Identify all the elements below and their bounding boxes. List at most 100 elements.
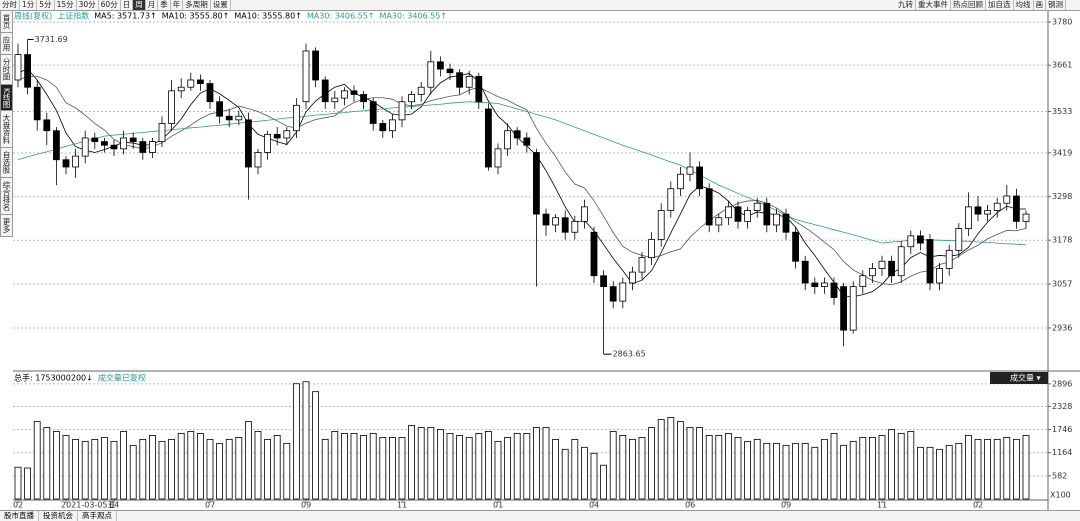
sidebar-item[interactable]: 应用 [0, 33, 13, 55]
tool-button[interactable]: 重大事件 [916, 0, 951, 10]
sidebar-item[interactable]: 大盘资料 [0, 111, 13, 149]
tool-button[interactable]: 钢测 [1046, 0, 1066, 10]
candle-body [504, 130, 512, 150]
period-tab[interactable]: 月 [146, 0, 159, 10]
candle-body [350, 90, 358, 95]
sidebar-item[interactable]: 更多 [0, 214, 13, 237]
x-tick-label: 2021-03-05五 [61, 501, 116, 510]
volume-bar [235, 436, 243, 500]
candle-body [993, 202, 1001, 211]
period-tab[interactable]: 1分 [20, 0, 38, 10]
volume-button-bg [990, 372, 1048, 384]
volume-bar [129, 444, 137, 500]
period-tab[interactable]: 5分 [37, 0, 55, 10]
volume-bar [14, 466, 22, 500]
candle-body [340, 90, 348, 99]
tool-button[interactable]: 画 [1034, 0, 1046, 10]
volume-bar [590, 452, 598, 500]
volume-bar [158, 440, 166, 500]
ma-line [17, 68, 1026, 298]
candle-body [821, 282, 828, 288]
volume-bar [484, 431, 492, 500]
volume-bar [984, 438, 991, 500]
volume-bar [811, 446, 819, 500]
volume-bar [513, 433, 521, 500]
candle-body [533, 152, 540, 215]
volume-bar [715, 435, 723, 500]
volume-bar [782, 444, 790, 500]
sidebar-item[interactable]: 首页 [0, 11, 13, 33]
candle-body [936, 268, 943, 284]
volume-button[interactable]: 成交量 ▾ [1010, 373, 1041, 383]
footer-tab[interactable]: 投资机会 [39, 511, 78, 521]
candle-body [254, 152, 262, 168]
volume-bar [312, 391, 320, 500]
candle-body [187, 79, 195, 88]
volume-bar [72, 438, 79, 500]
candle-body [196, 79, 204, 84]
x-tick-label: 02 [13, 501, 23, 510]
volume-bar [436, 429, 444, 500]
volume-bar [292, 383, 300, 500]
volume-unit: X100 [1050, 491, 1071, 500]
candle-body [235, 115, 243, 121]
volume-bar [168, 438, 176, 500]
volume-bar [216, 442, 224, 500]
period-tab[interactable]: 周 [133, 0, 146, 10]
footer-tab[interactable]: 高手观点 [78, 511, 117, 521]
period-tab[interactable]: 日 [121, 0, 134, 10]
volume-bar [475, 433, 483, 500]
period-tab[interactable]: 季 [158, 0, 171, 10]
y-tick-label: 3780 [1052, 17, 1072, 26]
volume-bar [321, 438, 329, 500]
candle-body [763, 202, 771, 226]
y-tick-label: 3298 [1052, 192, 1072, 201]
sidebar-item[interactable]: K线图 [0, 84, 13, 112]
candle-body [129, 137, 137, 143]
candle-body [465, 75, 473, 88]
volume-bar [581, 446, 588, 500]
x-tick-label: 09 [301, 501, 311, 510]
volume-bar [120, 431, 127, 500]
period-tab[interactable]: 15分 [55, 0, 77, 10]
volume-bar [542, 427, 550, 500]
candle-body [523, 137, 531, 146]
tool-button[interactable]: 热点回顾 [951, 0, 986, 10]
period-tab[interactable]: 年 [171, 0, 184, 10]
volume-bar [244, 421, 252, 500]
tool-button[interactable]: 加自选 [986, 0, 1014, 10]
volume-bar [360, 435, 368, 500]
tool-button[interactable]: 均线 [1014, 0, 1034, 10]
candle-body [677, 173, 684, 190]
candle-body [244, 119, 252, 168]
footer-tab[interactable]: 股市直播 [0, 511, 39, 521]
period-tab[interactable]: 分时 [0, 0, 20, 10]
sidebar-item[interactable]: 综合排名 [0, 177, 13, 215]
sidebar-item[interactable]: 自选股 [0, 148, 13, 178]
volume-bar [734, 436, 742, 500]
x-tick-label: 04 [109, 501, 119, 510]
candle-body [81, 137, 89, 157]
volume-bar [917, 446, 924, 500]
volume-bar [561, 448, 569, 500]
volume-bar [408, 425, 416, 500]
x-tick-label: 07 [205, 501, 215, 510]
candle-body [888, 260, 895, 277]
volume-bar [148, 435, 156, 500]
sidebar-item[interactable]: 分时图 [0, 55, 13, 85]
period-tab[interactable]: 设置 [211, 0, 231, 10]
volume-bar [91, 438, 99, 500]
candle-body [705, 188, 713, 226]
candle-body [629, 271, 636, 284]
volume-bar [350, 433, 358, 500]
candle-body [753, 202, 761, 211]
period-tab[interactable]: 60分 [99, 0, 121, 10]
candle-body [427, 61, 435, 88]
candle-body [917, 235, 924, 244]
tool-button[interactable]: 九转 [896, 0, 916, 10]
period-tab[interactable]: 多周期 [183, 0, 211, 10]
x-tick-label: 11 [877, 501, 887, 510]
candle-body [590, 231, 598, 277]
period-tab[interactable]: 30分 [77, 0, 99, 10]
